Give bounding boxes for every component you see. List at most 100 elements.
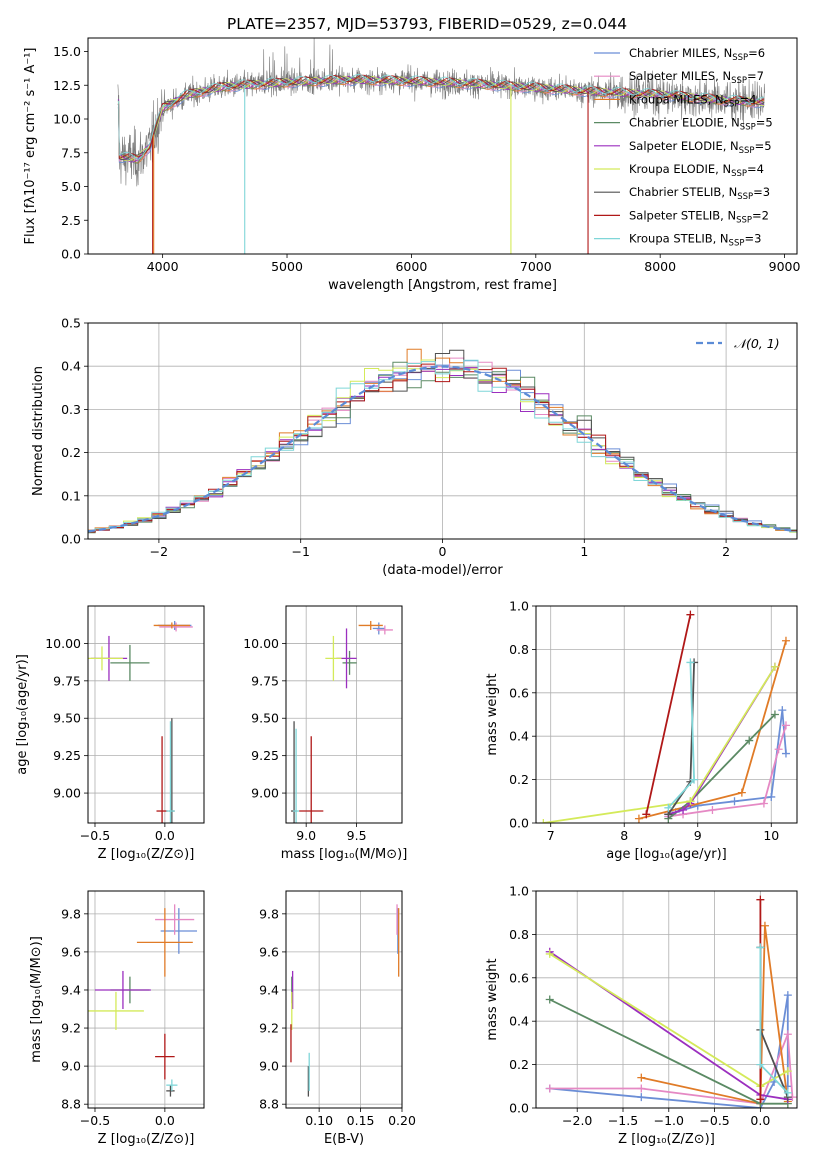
errorbar-chabrier-miles: [372, 622, 385, 635]
legend-entry: Kroupa MILES, NSSP=4: [629, 92, 756, 109]
data-point: [637, 1084, 646, 1093]
data-point: [730, 797, 739, 806]
legend-val: =3: [744, 232, 761, 246]
x-tick-label: −1: [291, 544, 309, 559]
data-point: [737, 788, 746, 797]
data-point: [783, 1067, 792, 1076]
x-tick-label: 1: [580, 544, 588, 559]
data-point: [637, 1073, 646, 1082]
data-point: [679, 805, 688, 814]
histogram-chabrier-stelib: [88, 349, 797, 533]
x-axis-label: Z [log₁₀(Z/Z⊙)]: [618, 1132, 715, 1147]
axes-frame: [87, 37, 798, 255]
series-kroupa-elodie: [539, 662, 779, 823]
gridlines: [536, 605, 797, 824]
series-kroupa-stelib: [664, 658, 699, 812]
data-point: [778, 706, 787, 715]
legend-sub: SSP: [736, 215, 752, 225]
y-tick-label: 0.0: [61, 532, 81, 547]
x-tick-label: 8: [620, 828, 628, 843]
series-kroupa-miles: [634, 636, 790, 823]
legend-sub: SSP: [737, 192, 753, 202]
axes-frame: [87, 890, 205, 1109]
y-tick-label: 0.4: [509, 729, 529, 744]
legend-entry: 𝒩(0, 1): [734, 336, 780, 351]
x-tick-label: −2: [150, 544, 168, 559]
errorbar-kroupa-stelib: [293, 728, 300, 823]
ticks: −2 −1 0 1 2 0.0 0.1 0.2 0.3 0.4 0.5: [61, 316, 730, 560]
y-tick-label: 8.8: [61, 1097, 81, 1112]
plot-area: [291, 620, 393, 823]
data-point: [783, 1088, 792, 1097]
axes-frame: [87, 605, 205, 824]
x-tick-label: 6000: [395, 259, 427, 274]
series-chabrier-elodie: [545, 995, 792, 1108]
data-point: [708, 805, 717, 814]
axes-spectrum: 4000 5000 6000 7000 8000 9000 0.0 2.5 5.0 7.5 10.0…: [23, 37, 801, 293]
data-point: [545, 949, 554, 958]
x-tick-label: 5000: [271, 259, 303, 274]
ticks: 4000 5000 6000 7000 8000 9000 0.0 2.5 5.0 7.5 10.0…: [53, 44, 800, 274]
legend-text: Kroupa STELIB, N: [629, 232, 729, 246]
y-tick-label: 1.0: [509, 884, 529, 899]
errorbar-kroupa-miles: [153, 622, 191, 629]
y-tick-label: 9.8: [259, 906, 279, 921]
y-tick-label: 15.0: [53, 44, 81, 59]
ticks: 7 8 9 10 0.0 0.2 0.4 0.6 0.8 1.0: [509, 599, 779, 844]
axes-mass_vs_Z: −0.5 0.0 8.8 9.0 9.2 9.4 9.6 9.8 Z [log₁₀(Z/Z⊙)]…: [29, 890, 205, 1147]
legend-entry: Chabrier STELIB, NSSP=3: [629, 185, 770, 202]
y-tick-label: 10.0: [53, 112, 81, 127]
gridlines: [88, 606, 204, 823]
legend-val: =6: [748, 46, 765, 60]
x-tick-label: 7: [547, 828, 555, 843]
data-point: [760, 921, 769, 930]
model-spectrum-kroupa-stelib: [117, 74, 765, 160]
data-point: [637, 1093, 646, 1102]
plot-area: [117, 38, 765, 254]
errorbar-kroupa-elodie: [88, 991, 144, 1030]
legend-text: Chabrier ELODIE, N: [629, 116, 740, 130]
y-tick-label: 8.8: [259, 1097, 279, 1112]
errorbar-salpeter-stelib: [299, 736, 324, 823]
gridlines: [286, 891, 403, 1108]
series-line: [543, 666, 776, 823]
y-tick-label: 9.00: [251, 786, 279, 801]
y-tick-label: 9.6: [61, 944, 81, 959]
x-axis-label: Z [log₁₀(Z/Z⊙)]: [98, 1132, 195, 1147]
x-tick-label: −2.0: [562, 1113, 592, 1128]
x-tick-label: 2: [722, 544, 730, 559]
x-tick-label: 0.0: [750, 1113, 770, 1128]
data-point: [774, 745, 783, 754]
y-tick-label: 1.0: [509, 599, 529, 614]
y-tick-label: 0.0: [509, 816, 529, 831]
x-axis-label: mass [log₁₀(M/M⊙)]: [281, 847, 408, 862]
y-tick-label: 9.50: [251, 711, 279, 726]
data-point: [781, 721, 790, 730]
x-tick-label: −1.5: [608, 1113, 638, 1128]
x-tick-label: 7000: [520, 259, 552, 274]
x-tick-label: 0.10: [305, 1113, 333, 1128]
legend-sub: SSP: [731, 76, 747, 86]
data-point: [634, 814, 643, 823]
y-tick-label: 9.0: [259, 1059, 279, 1074]
model-spectrum-salpeter-stelib: [117, 74, 765, 159]
x-tick-label: 4000: [147, 259, 179, 274]
y-tick-label: 0.2: [61, 445, 81, 460]
x-tick-label: 9: [694, 828, 702, 843]
errorbar-salpeter-stelib: [156, 736, 168, 823]
legend-sub: SSP: [724, 99, 740, 109]
gaussian-curve: [88, 365, 795, 533]
legend-text: Salpeter STELIB, N: [629, 208, 736, 222]
series-line: [549, 1033, 794, 1105]
x-tick-label: 0.0: [155, 1113, 175, 1128]
y-tick-label: 9.75: [251, 673, 279, 688]
x-axis-label: Z [log₁₀(Z/Z⊙)]: [98, 847, 195, 862]
legend-val: =3: [753, 185, 770, 199]
y-tick-label: 0.6: [509, 685, 529, 700]
axes-frame: [87, 322, 798, 540]
series-line: [549, 995, 789, 1108]
x-tick-label: 8000: [644, 259, 676, 274]
y-tick-label: 9.00: [53, 786, 81, 801]
legend-sub: SSP: [729, 239, 745, 249]
